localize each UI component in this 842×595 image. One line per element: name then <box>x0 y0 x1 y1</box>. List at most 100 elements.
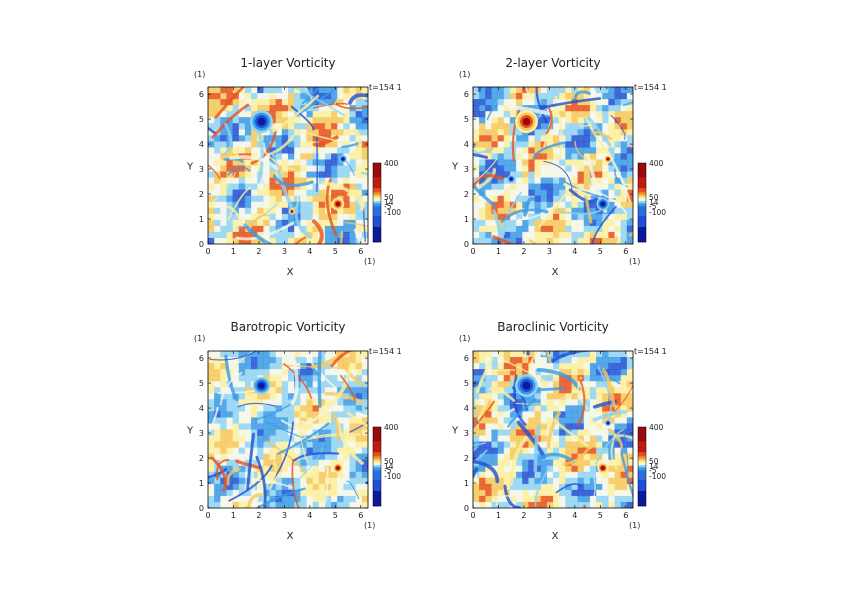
field-cell <box>540 483 548 491</box>
field-cell <box>583 483 591 491</box>
field-cell <box>485 159 492 166</box>
field-cell <box>269 357 277 364</box>
field-cell <box>571 411 579 418</box>
field-cell <box>343 123 350 130</box>
field-cell <box>257 369 264 376</box>
field-cell <box>485 123 492 130</box>
field-cell <box>312 435 320 442</box>
field-cell <box>583 219 591 227</box>
field-cell <box>263 99 270 106</box>
field-cell <box>516 165 523 172</box>
colorbar-segment <box>638 192 646 195</box>
field-cell <box>288 237 295 244</box>
field-cell <box>324 375 332 382</box>
field-cell <box>337 369 344 376</box>
field-cell <box>497 93 505 100</box>
field-cell <box>244 183 252 191</box>
field-cell <box>220 183 227 191</box>
field-cell <box>324 429 332 436</box>
field-cell <box>540 213 548 221</box>
field-cell <box>300 171 307 178</box>
field-cell <box>516 495 523 503</box>
field-cell <box>509 159 517 166</box>
field-cell <box>361 147 368 154</box>
field-cell <box>263 465 270 473</box>
field-cell <box>497 189 505 197</box>
field-cell <box>294 405 301 412</box>
field-cell <box>479 195 486 203</box>
field-cell <box>528 411 535 418</box>
field-cell <box>553 381 560 388</box>
field-cell <box>361 363 368 370</box>
field-cell <box>497 207 505 215</box>
field-cell <box>244 117 252 124</box>
field-cell <box>479 441 486 449</box>
field-cell <box>589 357 597 364</box>
field-cell <box>331 393 338 400</box>
field-cell <box>540 201 548 209</box>
field-cell <box>491 429 499 436</box>
field-cell <box>596 231 603 239</box>
colorbar-segment <box>638 200 646 204</box>
field-cell <box>208 369 215 376</box>
field-cell <box>620 357 628 364</box>
filament <box>555 106 563 159</box>
field-cell <box>331 489 338 497</box>
y-tick-label: 2 <box>464 190 469 199</box>
field-cell <box>602 87 609 94</box>
field-cell <box>620 147 628 154</box>
field-cell <box>620 237 628 244</box>
field-cell <box>473 405 480 412</box>
field-cell <box>244 489 252 497</box>
field-cell <box>337 447 344 455</box>
field-cell <box>238 363 246 370</box>
field-cell <box>546 459 554 467</box>
field-cell <box>294 357 301 364</box>
field-cell <box>553 225 560 233</box>
field-cell <box>355 87 363 94</box>
filament <box>595 428 624 465</box>
field-cell <box>214 93 221 100</box>
field-cell <box>300 111 307 118</box>
field-cell <box>306 351 314 358</box>
field-cell <box>208 201 215 209</box>
field-cell <box>251 471 258 479</box>
field-cell <box>275 369 283 376</box>
field-cell <box>546 141 554 148</box>
field-cell <box>238 477 246 485</box>
field-cell <box>571 477 579 485</box>
field-cell <box>509 351 517 358</box>
field-cell <box>288 381 295 388</box>
field-cell <box>269 483 277 491</box>
field-cell <box>565 189 572 197</box>
field-cell <box>324 411 332 418</box>
field-cell <box>626 381 633 388</box>
field-cell <box>626 387 633 394</box>
vortex-2 <box>604 419 612 427</box>
field-cell <box>220 99 227 106</box>
field-cell <box>602 477 609 485</box>
field-cell <box>540 231 548 239</box>
colorbar-label: -5 <box>649 202 657 211</box>
field-cell <box>281 495 289 503</box>
field-cell <box>565 231 572 239</box>
field-cell <box>220 447 227 455</box>
field-cell <box>534 357 542 364</box>
field-cell <box>355 213 363 221</box>
field-cell <box>337 417 344 424</box>
field-cell <box>522 153 529 160</box>
field-cell <box>318 405 326 412</box>
field-cell <box>528 417 535 424</box>
field-cell <box>306 147 314 154</box>
field-cell <box>288 177 295 185</box>
field-cell <box>263 213 270 221</box>
filament <box>351 408 368 416</box>
x-tick-label: 5 <box>598 511 603 520</box>
colorbar-segment <box>373 464 381 468</box>
field-cell <box>497 465 505 473</box>
field-cell <box>361 423 368 430</box>
field-cell <box>361 153 368 160</box>
filament <box>532 141 566 160</box>
field-cell <box>312 471 320 479</box>
